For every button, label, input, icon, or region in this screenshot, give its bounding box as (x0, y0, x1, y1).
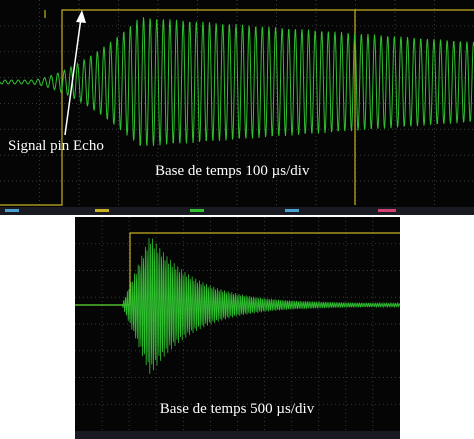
top-status-labels (5, 209, 396, 212)
top-caption: Base de temps 100 µs/div (155, 163, 310, 179)
bottom-caption: Base de temps 500 µs/div (160, 401, 315, 417)
arrow-head (76, 10, 86, 23)
bottom-status-bar (75, 431, 400, 439)
annotation-arrow (64, 17, 82, 136)
bottom-echo-waveform (74, 237, 401, 374)
top-echo-waveform (0, 17, 474, 146)
top-status-bar (0, 207, 474, 215)
annotation-text: Signal pin Echo (8, 138, 104, 154)
